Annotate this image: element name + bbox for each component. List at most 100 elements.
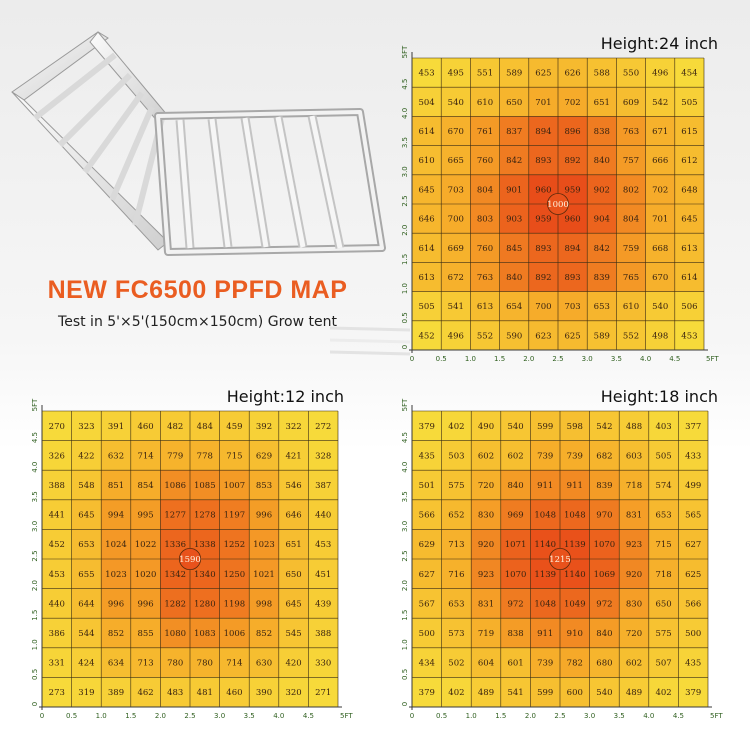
y-tick-label: 2.0: [401, 580, 409, 591]
data-label: 602: [626, 659, 642, 669]
heatmap-cell: [441, 87, 471, 117]
ppfd-map-24-inch: Height:24 inch 453 495 551 589 625 626 588 550 4…: [394, 30, 724, 370]
y-tick-label: 4.5: [401, 432, 409, 443]
data-label: 403: [655, 422, 671, 432]
heatmap-cell: [619, 499, 649, 530]
heatmap-cell: [412, 87, 442, 117]
data-label: 959: [564, 185, 580, 195]
heatmap-cell: [616, 116, 646, 146]
heatmap-cell: [101, 618, 131, 648]
data-label: 1023: [105, 570, 127, 580]
data-label: 837: [506, 127, 522, 137]
data-label: 892: [564, 156, 580, 166]
y-tick-label: 3.5: [401, 137, 409, 148]
heatmap-cell: [441, 262, 471, 292]
data-label: 502: [448, 659, 464, 669]
heatmap-cell: [678, 411, 708, 441]
data-label: 996: [256, 511, 272, 521]
heatmap-cell: [674, 87, 704, 117]
data-label: 505: [655, 451, 671, 461]
data-label: 402: [448, 688, 464, 698]
heatmap-cell: [471, 588, 501, 619]
heatmap-cell: [441, 499, 472, 530]
heatmap-cell: [42, 588, 72, 619]
heatmap-cell: [42, 499, 72, 530]
heatmap-cell: [530, 411, 560, 441]
heatmap-cell: [560, 588, 590, 619]
data-label: 440: [49, 599, 65, 609]
heatmap-cell: [674, 145, 704, 175]
data-label: 598: [567, 422, 583, 432]
map-title: Height:18 inch: [600, 387, 718, 406]
heatmap-cell: [678, 470, 708, 500]
heatmap-cell: [616, 320, 646, 350]
heatmap-cell: [471, 677, 501, 707]
heatmap-cell: [560, 499, 590, 530]
heatmap-cell: [412, 174, 442, 204]
data-label: 388: [49, 481, 65, 491]
heatmap-cell: [412, 204, 442, 234]
heatmap-cell: [560, 440, 590, 471]
heatmap-cell: [674, 116, 704, 146]
data-label: 440: [315, 511, 331, 521]
data-label: 739: [567, 451, 583, 461]
data-label: 392: [256, 422, 272, 432]
heatmap-cell: [249, 499, 279, 530]
heatmap-cell: [528, 87, 558, 117]
heatmap-cell: [499, 116, 529, 146]
data-label: 840: [596, 629, 612, 639]
heatmap-cell: [219, 647, 250, 678]
heatmap-cell: [471, 618, 501, 648]
heatmap-cell: [560, 470, 590, 500]
data-label: 646: [285, 511, 301, 521]
data-label: 613: [477, 302, 493, 312]
data-label: 923: [626, 540, 642, 550]
data-label: 778: [197, 451, 213, 461]
heatmap-cell: [678, 588, 708, 619]
data-label: 911: [567, 481, 583, 491]
heatmap-cell: [219, 677, 250, 707]
x-tick-label: 4.5: [303, 712, 314, 720]
heatmap-cell: [589, 529, 620, 559]
heatmap-cell: [219, 559, 250, 589]
data-label: 893: [564, 273, 580, 283]
data-label: 433: [685, 451, 701, 461]
heatmap-cell: [190, 470, 220, 500]
data-label: 460: [137, 422, 153, 432]
data-label: 830: [626, 599, 642, 609]
data-label: 541: [448, 302, 464, 312]
heatmap-cell: [190, 677, 220, 707]
data-label: 840: [507, 481, 523, 491]
data-label: 390: [256, 688, 272, 698]
heatmap-cell: [648, 499, 679, 530]
heatmap-cell: [470, 58, 500, 88]
heatmap-cell: [499, 87, 529, 117]
data-label: 842: [594, 244, 610, 254]
data-label: 495: [448, 69, 464, 79]
center-marker: [548, 547, 572, 571]
decorative-light-streaks: [330, 326, 410, 356]
x-tick-label: 3.0: [584, 712, 595, 720]
x-axis-label: 5FT: [706, 355, 719, 363]
heatmap-cell: [648, 559, 679, 589]
heatmap-cell: [678, 529, 708, 559]
data-label: 1342: [164, 570, 186, 580]
heatmap-cell: [648, 470, 679, 500]
heatmap-cell: [441, 116, 471, 146]
heatmap-cell: [42, 647, 72, 678]
heatmap-cell: [587, 320, 617, 350]
data-label: 719: [478, 629, 494, 639]
data-label: 501: [419, 481, 435, 491]
data-label: 610: [418, 156, 434, 166]
data-label: 540: [652, 302, 668, 312]
data-label: 625: [564, 331, 580, 341]
heatmap-cell: [619, 677, 649, 707]
data-label: 272: [315, 422, 331, 432]
data-label: 765: [623, 273, 639, 283]
x-tick-label: 4.5: [673, 712, 684, 720]
heatmap-cell: [528, 233, 558, 263]
data-label: 439: [315, 599, 331, 609]
data-label: 540: [507, 422, 523, 432]
data-label: 802: [623, 185, 639, 195]
data-label: 435: [419, 451, 435, 461]
